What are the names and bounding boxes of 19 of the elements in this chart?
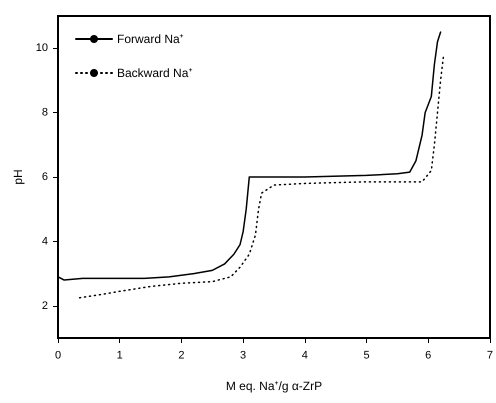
x-tick-label: 0 — [54, 350, 62, 362]
x-axis-title: M eq. Na⁺/g α-ZrP — [226, 379, 322, 393]
y-tick-label: 4 — [42, 235, 48, 248]
y-tick-label: 2 — [42, 300, 48, 312]
legend-label: Backward Na⁺ — [117, 66, 192, 80]
x-tick-label: 6 — [425, 350, 432, 362]
x-tick-label: 1 — [116, 350, 123, 362]
x-tick-label: 7 — [486, 350, 494, 362]
line-series — [78, 54, 444, 298]
line-series — [57, 31, 442, 281]
legend-label: Forward Na⁺ — [117, 32, 184, 46]
y-tick-label: 10 — [36, 42, 48, 54]
x-tick-label: 2 — [178, 350, 184, 362]
x-tick-label: 4 — [302, 350, 308, 362]
x-tick-label: 5 — [363, 350, 370, 362]
y-tick-label: 8 — [42, 106, 48, 119]
y-tick-label: 6 — [42, 171, 48, 183]
x-tick-label: 3 — [240, 350, 246, 362]
y-axis-title: pH — [11, 169, 25, 185]
